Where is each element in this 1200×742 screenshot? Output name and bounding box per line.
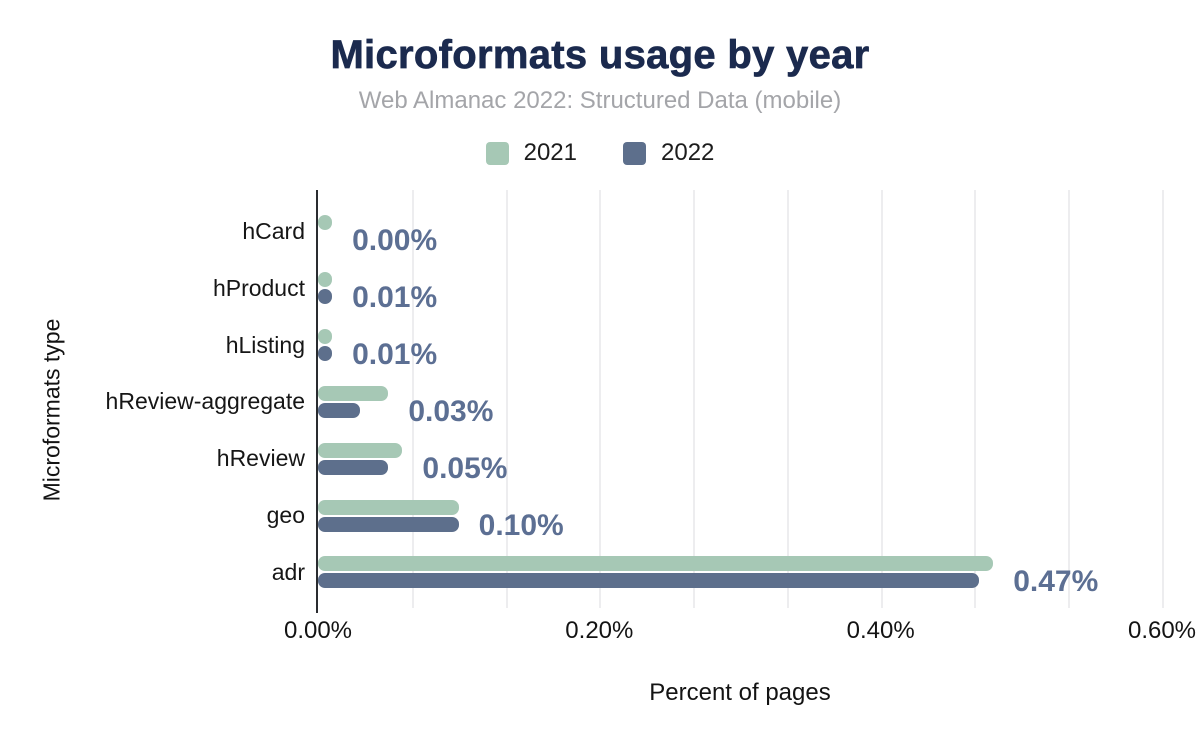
gridline [693,190,696,608]
bar-2022 [318,346,333,362]
bar-zone: 0.05% [318,430,1200,487]
legend-label-2022: 2022 [661,139,715,166]
bar-2021 [318,385,389,401]
gridline [411,190,414,608]
category-label: geo [266,502,305,529]
legend-label-2021: 2021 [523,139,577,166]
bar-2021 [318,499,459,515]
legend-item-2022: 2022 [623,139,714,167]
value-label: 0.03% [408,394,494,428]
bar-2021 [318,329,333,345]
bar-row: hCard 0.00% [0,203,1200,260]
bar-block [318,556,994,589]
bar-block [318,385,389,418]
value-label: 0.00% [352,224,438,258]
gridline [1068,190,1071,608]
bar-rows: hCard 0.00% hProduct 0.01% hListing 0.01% hRev… [0,203,1200,601]
gridline [880,190,883,608]
legend-swatch-2021 [485,141,509,165]
bar-2021 [318,272,333,288]
plot-area [318,190,1164,608]
x-tick-label: 0.60% [1127,617,1197,644]
bar-zone: 0.03% [318,374,1200,431]
bar-row: geo 0.10% [0,487,1200,544]
bar-zone: 0.01% [318,260,1200,317]
legend-swatch-2022 [623,141,646,165]
category-label: hReview-aggregate [105,388,305,415]
x-tick-label: 0.20% [565,617,634,644]
bar-row: hListing 0.01% [0,317,1200,374]
bar-zone: 0.00% [318,203,1200,260]
bar-2021 [318,442,403,458]
gridline [1162,190,1164,608]
bar-2021 [318,215,333,231]
category-label: adr [271,558,305,585]
bar-block [318,272,333,305]
x-tick-label: 0.40% [846,617,915,644]
bar-2022 [318,289,333,305]
bar-row: hReview-aggregate 0.03% [0,374,1200,431]
category-label: hCard [242,217,305,244]
x-axis-title: Percent of pages [649,679,831,706]
bar-2022 [318,459,389,475]
bar-row: hReview 0.05% [0,430,1200,487]
gridline [599,190,602,608]
gridline [505,190,508,608]
category-label: hReview [216,445,305,472]
bar-block [318,499,459,532]
value-label: 0.47% [1013,565,1099,599]
bar-row: hProduct 0.01% [0,260,1200,317]
bar-row: adr 0.47% [0,544,1200,601]
x-tick-label: 0.00% [283,617,353,644]
bar-2022 [318,573,980,589]
bar-zone: 0.01% [318,317,1200,374]
y-axis-line [316,190,318,613]
value-label: 0.01% [352,281,438,315]
x-axis-ticks: 0.00% 0.20% 0.40% 0.60% [284,617,1196,647]
category-label: hProduct [212,274,305,301]
bar-zone: 0.10% [318,487,1200,544]
legend-item-2021: 2021 [485,139,577,167]
chart-title: Microformats usage by year [330,33,870,78]
category-label: hListing [225,331,305,358]
bar-block [318,329,333,362]
value-label: 0.05% [422,451,508,485]
gridline [786,190,789,608]
value-label: 0.01% [352,338,438,372]
bar-2022 [318,402,361,418]
bar-2021 [318,556,994,572]
bar-block [318,215,333,247]
chart-subtitle: Web Almanac 2022: Structured Data (mobil… [358,87,842,114]
value-label: 0.10% [478,508,564,542]
bar-zone: 0.47% [318,544,1200,601]
bar-block [318,442,403,475]
legend: 2021 2022 [0,139,1200,167]
bar-2022 [318,516,459,532]
gridline [974,190,977,608]
